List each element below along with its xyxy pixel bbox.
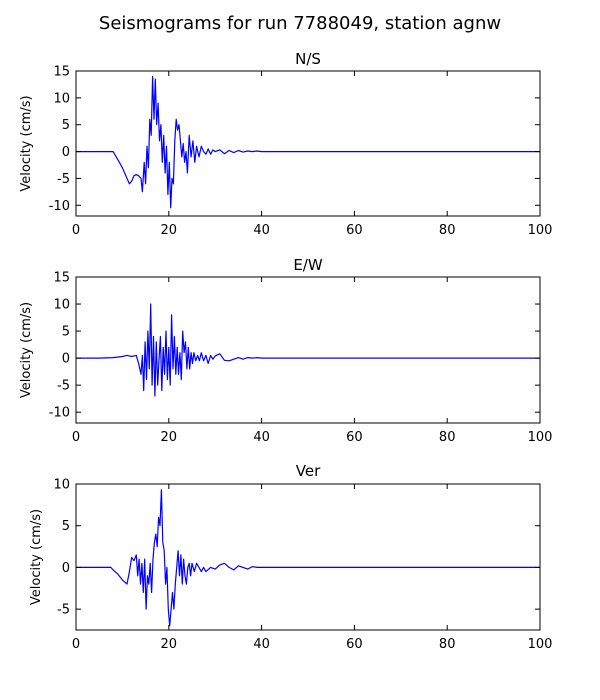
- x-tick-label: 80: [439, 223, 456, 238]
- y-tick-label: -5: [57, 379, 70, 394]
- y-tick-label: 10: [53, 91, 70, 106]
- panel-1: 0 20 40 60 80 100 -10 -5 0 5 10 15 E/W Velocity (cm/s…: [19, 256, 552, 445]
- y-tick-label: -5: [57, 172, 70, 187]
- y-tick-label: -5: [57, 603, 70, 618]
- y-tick-label: 15: [53, 271, 70, 286]
- y-tick-label: 0: [62, 352, 70, 367]
- x-tick-label: 40: [253, 637, 270, 652]
- x-tick-label: 0: [72, 223, 80, 238]
- panel-title: N/S: [295, 50, 321, 68]
- y-tick-label: 5: [62, 118, 70, 133]
- y-axis-label: Velocity (cm/s): [29, 509, 44, 605]
- y-axis-label: Velocity (cm/s): [19, 95, 34, 191]
- y-tick-label: 0: [62, 561, 70, 576]
- x-tick-label: 100: [528, 223, 553, 238]
- series-line-1-0: [76, 303, 540, 397]
- x-tick-label: 20: [161, 223, 178, 238]
- series-line-2-0: [76, 489, 540, 627]
- plot-frame: [75, 276, 541, 424]
- series-line-0-0: [76, 75, 540, 209]
- x-tick-label: 20: [161, 637, 178, 652]
- plot-frame: [75, 70, 541, 217]
- y-tick-label: 15: [53, 65, 70, 80]
- panel-title: E/W: [293, 256, 323, 274]
- x-tick-label: 0: [72, 430, 80, 445]
- figure-title: Seismograms for run 7788049, station agn…: [99, 13, 501, 34]
- y-tick-label: 10: [53, 478, 70, 493]
- y-tick-label: 10: [53, 298, 70, 313]
- x-tick-label: 40: [253, 430, 270, 445]
- x-tick-label: 100: [528, 637, 553, 652]
- y-tick-label: -10: [49, 199, 70, 214]
- x-tick-label: 80: [439, 430, 456, 445]
- x-tick-label: 60: [346, 223, 363, 238]
- panel-title: Ver: [296, 462, 321, 480]
- panel-0: 0 20 40 60 80 100 -10 -5 0 5 10 15 N/S Velocity (cm/s…: [19, 50, 552, 238]
- x-tick-label: 80: [439, 637, 456, 652]
- y-tick-label: 5: [62, 325, 70, 340]
- x-tick-label: 20: [161, 430, 178, 445]
- x-tick-label: 40: [253, 223, 270, 238]
- panel-2: 0 20 40 60 80 100 -5 0 5 10 Ver Velocity (cm/s): [29, 462, 552, 652]
- x-tick-label: 60: [346, 637, 363, 652]
- y-tick-label: 0: [62, 145, 70, 160]
- y-tick-label: -10: [49, 406, 70, 421]
- plot-frame: [75, 483, 541, 631]
- y-axis-label: Velocity (cm/s): [19, 302, 34, 398]
- x-tick-label: 0: [72, 637, 80, 652]
- x-tick-label: 100: [528, 430, 553, 445]
- y-tick-label: 5: [62, 519, 70, 534]
- x-tick-label: 60: [346, 430, 363, 445]
